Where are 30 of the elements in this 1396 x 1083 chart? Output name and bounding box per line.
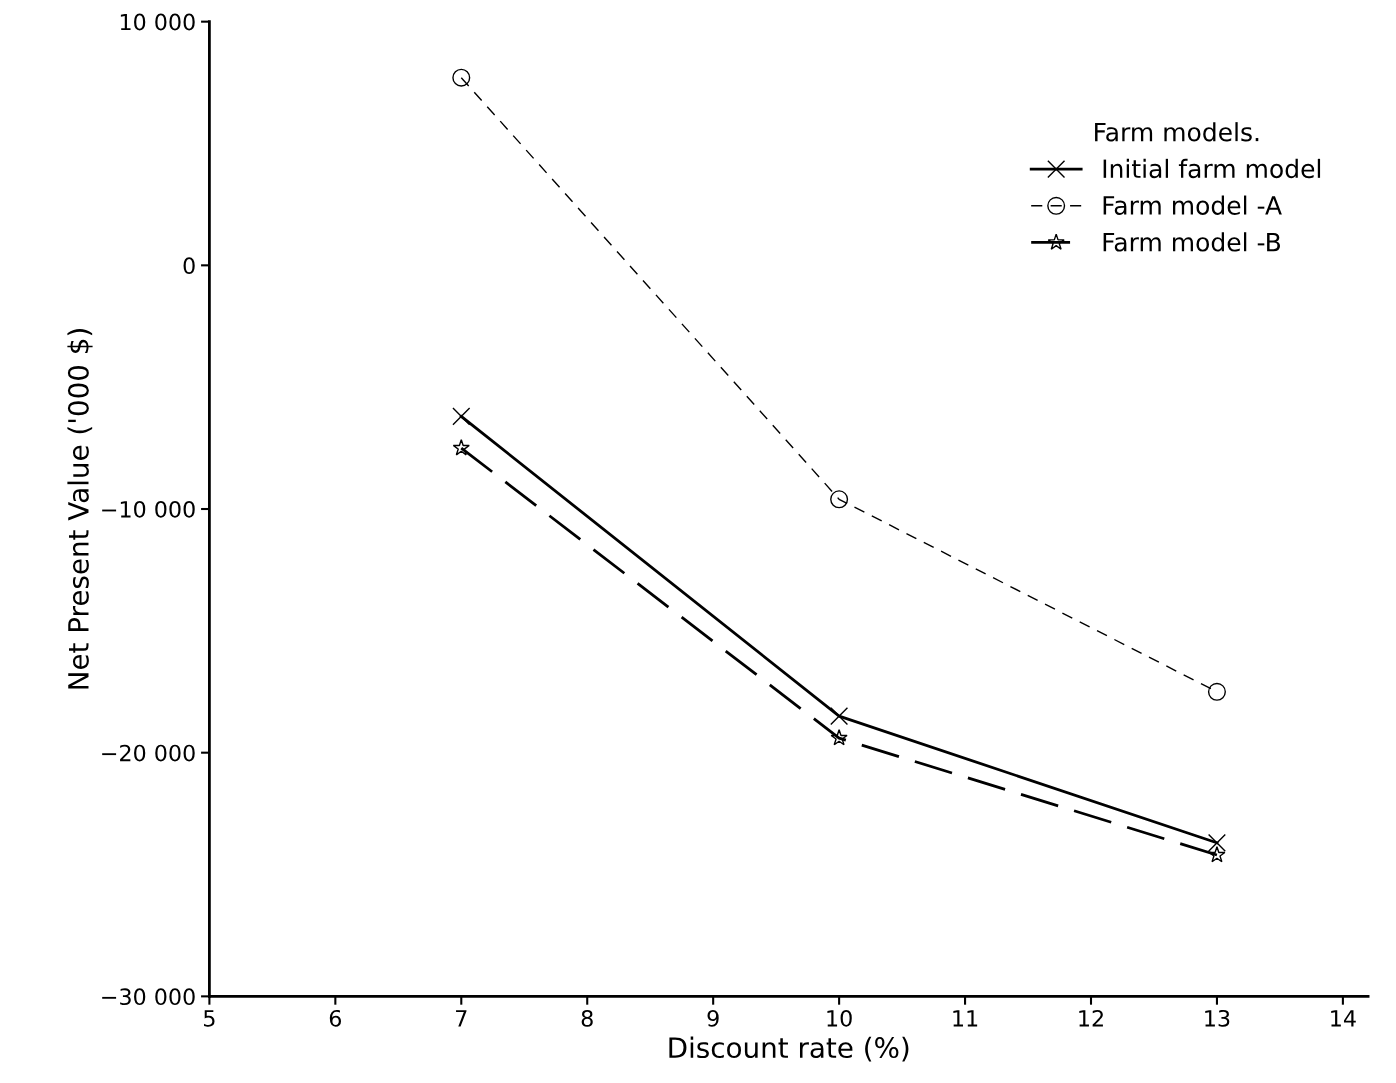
point [830,707,849,726]
legend-label: Initial farm model [1103,158,1321,179]
x-tick-label: 10 [827,1009,852,1027]
legend-title: Farm models. [1095,122,1259,142]
point [1207,682,1226,701]
point [830,729,848,746]
point [452,407,471,426]
x-tick-label: 6 [329,1009,342,1027]
legend-label: Farm model -B [1103,232,1281,252]
x-tick-label: 7 [456,1010,467,1027]
point [830,490,849,509]
x-tick-label: 14 [1331,1010,1356,1027]
y-tick-label: −10 000 [102,500,195,518]
y-tick-label: 10 000 [120,13,195,31]
point [1207,833,1226,852]
x-tick-label: 8 [581,1009,593,1027]
x-tick-label: 11 [953,1010,978,1027]
legend-label: Farm model -A [1103,195,1282,215]
x-tick-label: 13 [1205,1009,1230,1027]
point [1208,846,1226,863]
y-tick-label: −20 000 [102,744,195,762]
point [452,68,471,87]
y-tick-label: 0 [183,257,195,275]
x-axis-title: Discount rate (%) [669,1036,909,1062]
x-tick-label: 12 [1079,1009,1103,1027]
x-tick-label: 9 [707,1009,719,1027]
x-tick-label: 5 [204,1010,215,1027]
y-axis-title: Net Present Value ('000 $) [67,329,93,689]
point [452,439,470,456]
y-tick-label: −30 000 [102,988,195,1006]
